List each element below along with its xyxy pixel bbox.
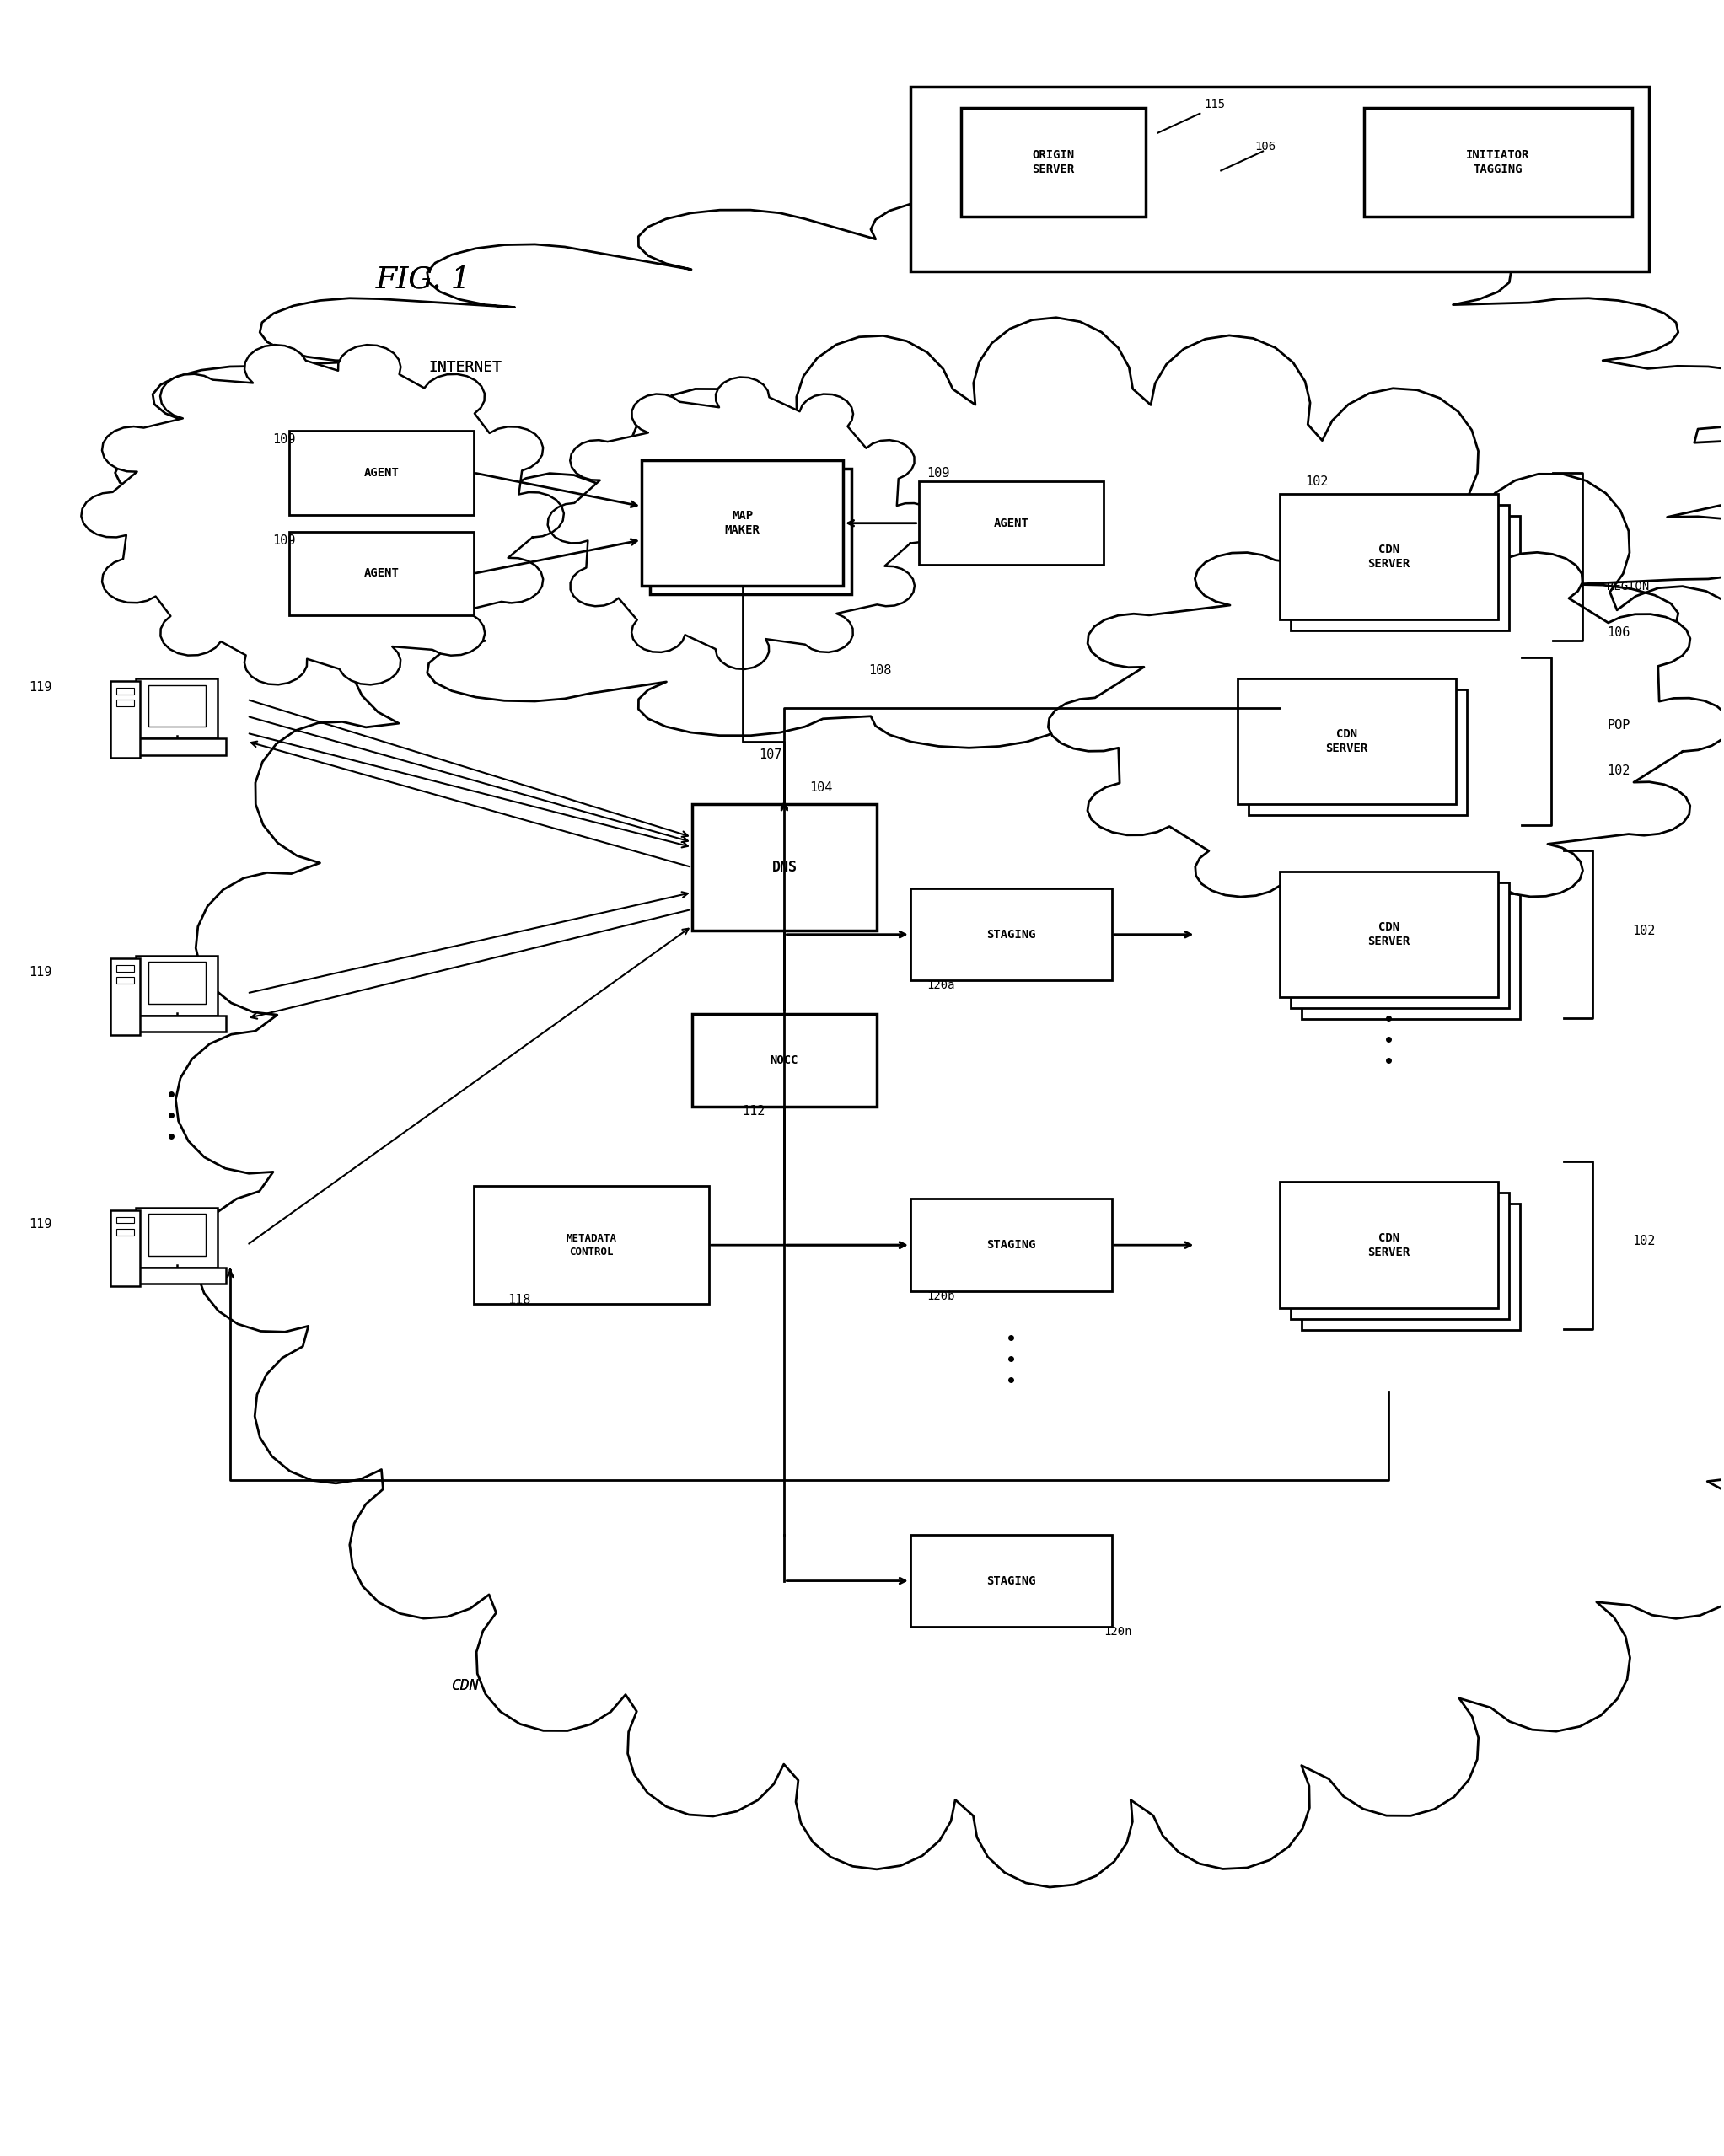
Text: 106: 106 bbox=[1255, 140, 1276, 153]
Text: 120b: 120b bbox=[928, 1289, 955, 1302]
Text: STAGING: STAGING bbox=[986, 929, 1036, 940]
Text: NOCC: NOCC bbox=[771, 1054, 798, 1067]
Text: CDN
SERVER: CDN SERVER bbox=[1367, 543, 1410, 569]
Bar bbox=[910, 1535, 1112, 1628]
Text: 104: 104 bbox=[810, 783, 833, 793]
Text: STAGING: STAGING bbox=[986, 1574, 1036, 1587]
Bar bbox=[960, 108, 1145, 218]
Text: AGENT: AGENT bbox=[993, 517, 1029, 528]
Bar bbox=[474, 1186, 709, 1304]
Text: 106: 106 bbox=[1607, 627, 1631, 638]
Bar bbox=[1291, 882, 1508, 1009]
Bar bbox=[1238, 679, 1457, 804]
Bar bbox=[116, 966, 134, 972]
Text: POP: POP bbox=[1607, 718, 1631, 731]
Bar bbox=[128, 740, 226, 755]
Bar bbox=[1291, 1192, 1508, 1319]
Polygon shape bbox=[548, 377, 938, 668]
Bar bbox=[1248, 690, 1467, 815]
Text: AGENT: AGENT bbox=[364, 468, 398, 479]
Bar bbox=[910, 86, 1650, 272]
Bar bbox=[1279, 1181, 1498, 1309]
Bar bbox=[1279, 871, 1498, 998]
Bar bbox=[1302, 1203, 1521, 1330]
Bar bbox=[110, 681, 140, 757]
Bar bbox=[128, 1015, 226, 1033]
Text: 102: 102 bbox=[1607, 765, 1631, 778]
Text: REGION: REGION bbox=[1607, 580, 1650, 593]
Text: MAP
MAKER: MAP MAKER bbox=[724, 511, 760, 537]
Bar bbox=[1302, 893, 1521, 1020]
Polygon shape bbox=[1048, 530, 1724, 918]
Text: 102: 102 bbox=[1305, 474, 1327, 487]
Bar bbox=[641, 459, 843, 586]
Bar bbox=[1279, 494, 1498, 619]
Text: 112: 112 bbox=[743, 1104, 765, 1117]
Text: FIG. 1: FIG. 1 bbox=[376, 265, 471, 293]
Text: CDN
SERVER: CDN SERVER bbox=[1367, 1231, 1410, 1259]
Text: 115: 115 bbox=[1203, 99, 1226, 110]
Text: 118: 118 bbox=[507, 1294, 531, 1307]
Text: DNS: DNS bbox=[772, 860, 796, 875]
Bar bbox=[136, 1207, 217, 1268]
Bar bbox=[650, 468, 852, 595]
Text: STAGING: STAGING bbox=[986, 1240, 1036, 1250]
Bar bbox=[691, 804, 878, 929]
Bar bbox=[1302, 515, 1521, 642]
Text: CDN: CDN bbox=[452, 1677, 479, 1692]
Text: CDN
SERVER: CDN SERVER bbox=[1367, 921, 1410, 949]
Text: 119: 119 bbox=[29, 681, 52, 694]
Bar bbox=[148, 1214, 205, 1255]
Bar bbox=[128, 1268, 226, 1283]
Bar bbox=[910, 888, 1112, 981]
Bar bbox=[910, 1199, 1112, 1291]
Bar bbox=[290, 431, 474, 515]
Text: INTERNET: INTERNET bbox=[429, 360, 502, 375]
Bar bbox=[290, 533, 474, 614]
Text: INITIATOR
TAGGING: INITIATOR TAGGING bbox=[1465, 149, 1529, 175]
Bar bbox=[110, 959, 140, 1035]
Polygon shape bbox=[176, 317, 1724, 1886]
Bar bbox=[1291, 505, 1508, 630]
Polygon shape bbox=[116, 198, 1724, 748]
Text: 109: 109 bbox=[928, 468, 950, 479]
Bar bbox=[691, 1013, 878, 1106]
Bar bbox=[1260, 701, 1477, 826]
Text: AGENT: AGENT bbox=[364, 567, 398, 580]
Text: 120a: 120a bbox=[928, 979, 955, 992]
Bar bbox=[136, 679, 217, 740]
Bar bbox=[136, 955, 217, 1015]
Text: 119: 119 bbox=[29, 966, 52, 979]
Text: 108: 108 bbox=[869, 664, 891, 677]
Text: 109: 109 bbox=[272, 433, 295, 446]
Text: 119: 119 bbox=[29, 1218, 52, 1231]
Bar bbox=[116, 1229, 134, 1235]
Text: 102: 102 bbox=[1633, 1235, 1655, 1248]
Text: ORIGIN
SERVER: ORIGIN SERVER bbox=[1033, 149, 1074, 175]
Bar bbox=[1364, 108, 1633, 218]
Bar bbox=[148, 962, 205, 1005]
Bar bbox=[148, 686, 205, 727]
Text: 102: 102 bbox=[1633, 925, 1655, 938]
Bar bbox=[116, 1216, 134, 1222]
Bar bbox=[110, 1210, 140, 1287]
Text: 107: 107 bbox=[759, 748, 783, 761]
Text: 120n: 120n bbox=[1103, 1626, 1131, 1639]
Bar bbox=[116, 688, 134, 694]
Text: CDN
SERVER: CDN SERVER bbox=[1326, 729, 1369, 755]
Text: INTERNET: INTERNET bbox=[429, 360, 502, 375]
Text: FIG. 1: FIG. 1 bbox=[376, 265, 471, 293]
Bar bbox=[919, 481, 1103, 565]
Text: CDN: CDN bbox=[452, 1677, 479, 1692]
Bar bbox=[116, 977, 134, 983]
Text: 109: 109 bbox=[272, 535, 295, 548]
Polygon shape bbox=[81, 345, 564, 686]
Text: METADATA
CONTROL: METADATA CONTROL bbox=[565, 1233, 617, 1257]
Bar bbox=[116, 701, 134, 707]
